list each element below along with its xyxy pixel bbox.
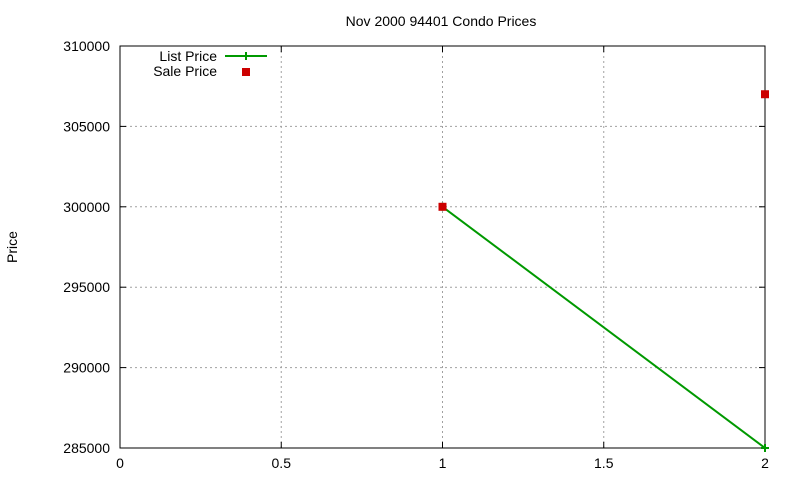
y-axis-label: Price: [4, 231, 20, 263]
legend-sale-price-marker: [242, 68, 250, 76]
y-tick-label: 300000: [63, 199, 110, 215]
x-tick-label: 0.5: [272, 455, 292, 471]
y-tick-label: 310000: [63, 38, 110, 54]
chart-title: Nov 2000 94401 Condo Prices: [346, 13, 537, 29]
y-tick-label: 305000: [63, 118, 110, 134]
legend-list-price-label: List Price: [159, 48, 217, 64]
list-price-point: [761, 444, 769, 452]
x-tick-label: 1.5: [594, 455, 614, 471]
list-price-line: [441, 205, 766, 449]
y-tick-label: 295000: [63, 279, 110, 295]
x-tick-label: 0: [116, 455, 124, 471]
y-tick-label: 285000: [63, 440, 110, 456]
sale-price-point: [761, 90, 769, 99]
x-tick-label: 2: [761, 455, 769, 471]
y-tick-label: 290000: [63, 360, 110, 376]
legend-sale-price-label: Sale Price: [153, 63, 217, 79]
sale-price-point: [438, 202, 447, 211]
x-tick-label: 1: [439, 455, 447, 471]
